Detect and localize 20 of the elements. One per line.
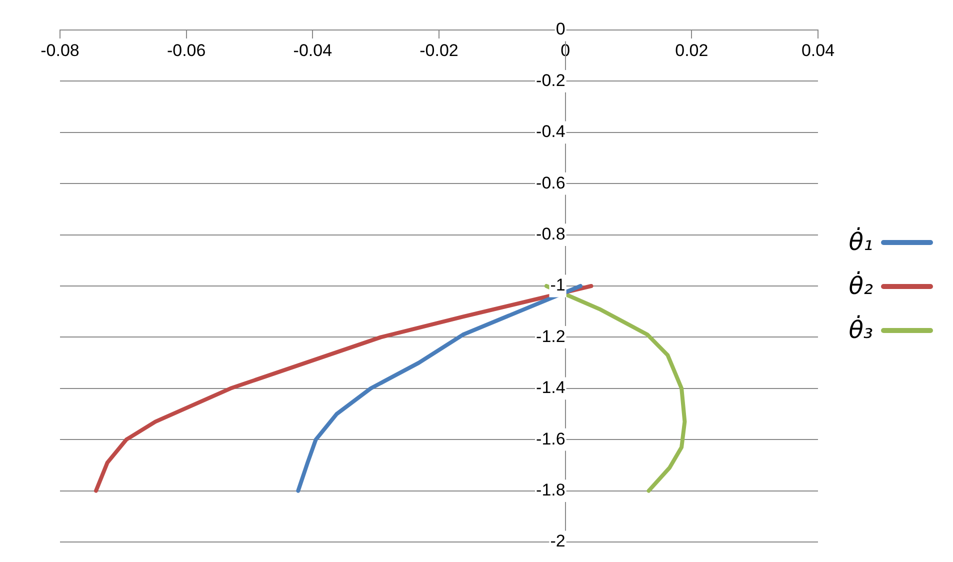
- legend-label: θ̇₁: [848, 228, 873, 256]
- y-tick-label: -1.6: [536, 429, 566, 448]
- y-tick-label: -1: [550, 276, 566, 295]
- y-tick-label: -1.4: [536, 378, 566, 398]
- x-tick-label: -0.04: [293, 40, 332, 60]
- x-tick-label: 0.02: [675, 40, 708, 60]
- legend-label: θ̇₂: [848, 272, 873, 300]
- legend-label: θ̇₃: [848, 316, 873, 344]
- y-tick-label: -1.2: [536, 326, 566, 346]
- y-tick-label: -0.2: [536, 70, 566, 90]
- y-tick-label: -0.4: [536, 122, 566, 142]
- y-tick-label: 0: [556, 20, 566, 39]
- y-tick-label: -1.8: [536, 480, 566, 500]
- x-tick-label: -0.08: [40, 40, 80, 60]
- y-tick-label: -0.6: [536, 173, 566, 192]
- x-tick-label: 0.04: [801, 40, 835, 60]
- x-tick-label: -0.06: [166, 40, 206, 60]
- y-tick-label: -2: [550, 532, 566, 551]
- x-tick-label: -0.02: [420, 40, 458, 60]
- y-tick-label: -0.8: [536, 224, 566, 244]
